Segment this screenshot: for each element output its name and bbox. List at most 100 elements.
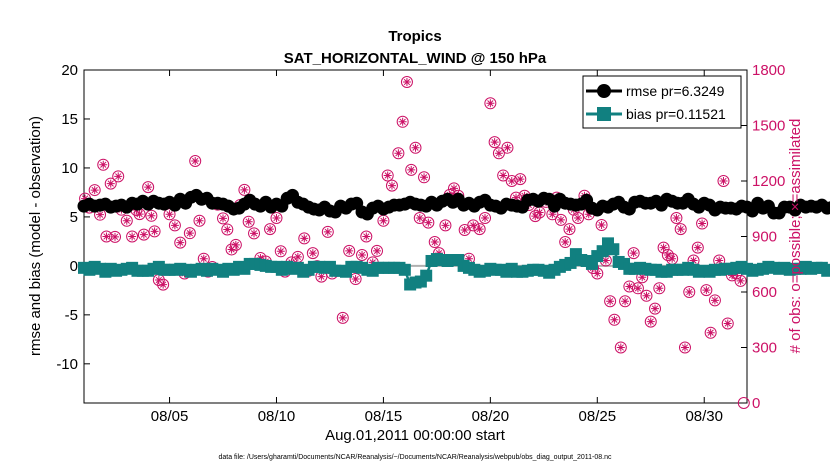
- obs-possible-point: [479, 212, 492, 224]
- obs-assimilated-point: [672, 214, 681, 222]
- obs-possible-point: [674, 223, 687, 236]
- left-axis: -10 -5 0 5 10 15 20: [56, 62, 90, 373]
- obs-possible-point: [360, 230, 373, 243]
- obs-assimilated-point: [244, 217, 253, 226]
- obs-assimilated-point: [402, 78, 411, 87]
- obs-assimilated-point: [102, 232, 111, 241]
- obs-possible-point: [473, 223, 486, 236]
- obs-assimilated-point: [383, 171, 392, 180]
- obs-assimilated-star: [593, 269, 602, 278]
- obs-assimilated-star: [601, 256, 610, 265]
- obs-possible-point: [721, 317, 734, 330]
- obs-assimilated-point: [154, 275, 163, 284]
- obs-assimilated-star: [300, 234, 309, 243]
- obs-assimilated-point: [128, 232, 137, 241]
- obs-possible-point: [126, 230, 139, 243]
- obs-assimilated-star: [147, 211, 156, 220]
- obs-assimilated-point: [424, 218, 433, 227]
- obs-assimilated-point: [411, 143, 420, 152]
- obs-assimilated-star: [407, 165, 416, 174]
- y-right-tick-label: 1800: [752, 62, 785, 79]
- obs-assimilated-star: [144, 183, 153, 192]
- obs-assimilated-star: [114, 172, 123, 181]
- y-axis-left-label: rmse and bias (model - observation): [27, 116, 44, 356]
- obs-assimilated-point: [373, 246, 382, 255]
- data-file-note: data file: /Users/gharamti/Documents/NCA…: [218, 454, 612, 461]
- obs-assimilated-point: [469, 221, 478, 230]
- obs-assimilated-point: [240, 185, 249, 194]
- obs-assimilated-point: [387, 181, 396, 190]
- obs-assimilated-star: [597, 221, 606, 230]
- obs-assimilated-point: [499, 171, 508, 180]
- obs-possible-point: [670, 212, 683, 224]
- obs-assimilated-point: [266, 225, 275, 234]
- obs-possible-point: [217, 212, 230, 225]
- obs-assimilated-point: [165, 210, 174, 219]
- obs-assimilated-star: [81, 194, 90, 203]
- obs-possible-point: [371, 244, 384, 257]
- obs-possible-point: [559, 236, 572, 249]
- obs-possible-point: [409, 141, 422, 154]
- obs-assimilated-star: [394, 149, 403, 158]
- obs-assimilated-point: [460, 226, 469, 235]
- obs-assimilated-point: [556, 215, 565, 224]
- obs-possible-point: [623, 280, 636, 293]
- obs-possible-point: [97, 158, 110, 171]
- obs-possible-point: [627, 247, 640, 260]
- obs-assimilated-point: [420, 173, 429, 182]
- obs-assimilated-star: [122, 216, 131, 225]
- obs-possible-point: [649, 302, 662, 315]
- obs-assimilated-star: [616, 343, 625, 352]
- obs-assimilated-star: [90, 186, 99, 195]
- obs-possible-point: [381, 169, 394, 182]
- obs-possible-point: [145, 209, 158, 222]
- bias-point: [826, 263, 830, 276]
- obs-assimilated-point: [616, 343, 625, 352]
- obs-assimilated-star: [460, 226, 469, 235]
- obs-assimilated-star: [420, 173, 429, 182]
- obs-assimilated-point: [223, 225, 232, 234]
- obs-assimilated-point: [159, 280, 168, 289]
- obs-assimilated-star: [672, 214, 681, 222]
- obs-assimilated-star: [503, 143, 512, 152]
- obs-assimilated-star: [358, 251, 367, 259]
- obs-possible-point: [678, 341, 691, 354]
- obs-assimilated-point: [655, 284, 664, 293]
- obs-possible-point: [554, 213, 567, 226]
- obs-assimilated-star: [655, 284, 664, 293]
- obs-assimilated-point: [706, 328, 715, 337]
- obs-possible-point: [270, 212, 283, 224]
- obs-possible-point: [392, 147, 405, 160]
- obs-possible-point: [174, 236, 187, 249]
- obs-assimilated-point: [601, 256, 610, 265]
- obs-possible-point: [120, 214, 133, 227]
- obs-assimilated-point: [593, 269, 602, 278]
- obs-assimilated-star: [464, 254, 473, 263]
- obs-assimilated-star: [642, 291, 651, 300]
- obs-assimilated-star: [516, 175, 525, 184]
- obs-assimilated-point: [122, 216, 131, 225]
- obs-assimilated-point: [610, 315, 619, 324]
- obs-possible-point: [619, 295, 632, 308]
- obs-assimilated-star: [373, 246, 382, 255]
- obs-assimilated-star: [383, 171, 392, 180]
- obs-assimilated-point: [199, 254, 208, 263]
- obs-possible-point: [501, 141, 514, 154]
- obs-assimilated-point: [379, 216, 388, 225]
- obs-assimilated-point: [668, 254, 677, 263]
- obs-assimilated-star: [135, 210, 144, 219]
- obs-assimilated-star: [338, 313, 347, 322]
- chart-title: Tropics: [388, 28, 441, 45]
- obs-assimilated-star: [706, 328, 715, 337]
- obs-assimilated-star: [469, 221, 478, 230]
- obs-assimilated-point: [659, 243, 668, 252]
- obs-possible-point: [356, 249, 369, 261]
- y-left-tick-label: 0: [70, 258, 78, 275]
- obs-assimilated-star: [106, 179, 115, 188]
- obs-assimilated-point: [702, 286, 711, 295]
- obs-assimilated-point: [272, 214, 281, 222]
- plot-area: -10 -5 0 5 10 15 20 0 300 600 900 1200 1500 1800 08/…: [56, 62, 830, 425]
- obs-assimilated-point: [481, 214, 490, 222]
- obs-assimilated-star: [317, 272, 326, 281]
- obs-assimilated-star: [531, 212, 540, 221]
